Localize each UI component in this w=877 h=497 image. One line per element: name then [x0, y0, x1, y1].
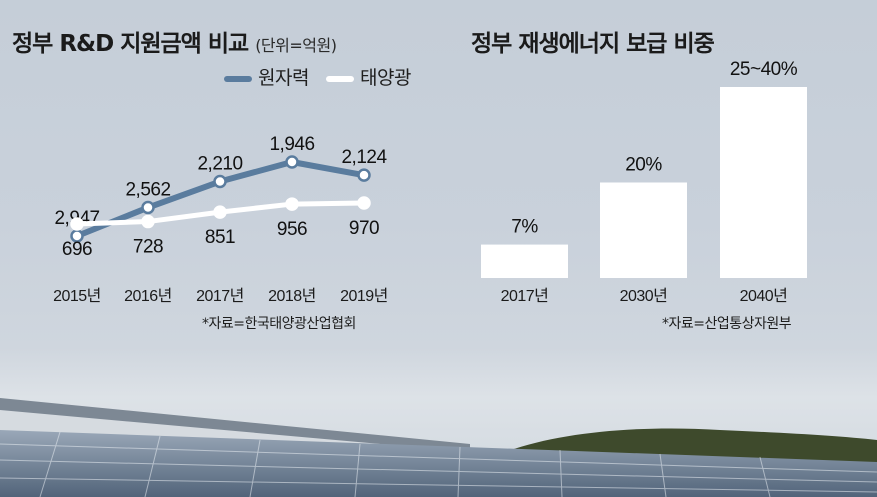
data-label-solar: 851	[205, 227, 235, 248]
line-chart-title-text: 정부 R&D 지원금액 비교	[12, 31, 249, 57]
bar-category-label: 2017년	[501, 287, 549, 305]
legend-nuclear: 원자력	[224, 63, 309, 90]
point-solar	[70, 217, 84, 231]
data-label-nuclear: 2,124	[341, 147, 387, 168]
bar-chart-title: 정부 재생에너지 보급 비중	[471, 31, 715, 57]
bar-value-label: 20%	[625, 155, 662, 176]
x-tick-label: 2018년	[268, 287, 316, 305]
legend-solar: 태양광	[326, 63, 411, 90]
point-solar	[285, 197, 299, 211]
unit-note: (단위=억원)	[255, 36, 337, 55]
x-tick-label: 2016년	[124, 287, 172, 305]
data-label-solar: 970	[349, 218, 379, 239]
point-solar	[213, 205, 227, 219]
bar	[720, 87, 807, 278]
bar-category-label: 2040년	[740, 287, 788, 305]
legend-label-nuclear: 원자력	[258, 67, 309, 89]
x-tick-label: 2017년	[196, 287, 244, 305]
legend-label-solar: 태양광	[360, 67, 411, 89]
legend-swatch-nuclear	[224, 75, 252, 82]
bar	[481, 244, 568, 278]
x-tick-label: 2019년	[340, 287, 388, 305]
legend-swatch-solar	[326, 75, 354, 82]
bar-category-label: 2030년	[620, 287, 668, 305]
data-label-nuclear: 1,946	[269, 134, 314, 155]
point-nuclear	[141, 200, 155, 215]
data-label-solar: 696	[62, 239, 92, 260]
point-nuclear	[285, 155, 299, 169]
point-solar	[141, 214, 155, 229]
line-chart-title: 정부 R&D 지원금액 비교 (단위=억원)	[12, 24, 337, 58]
point-nuclear	[213, 174, 227, 189]
x-tick-label: 2015년	[53, 287, 101, 305]
data-label-nuclear: 2,210	[197, 154, 242, 175]
line-chart-source: *자료=한국태양광산업협회	[202, 316, 356, 332]
bar-value-label: 25~40%	[730, 59, 798, 80]
point-nuclear	[357, 168, 371, 182]
bar-chart-source: *자료=산업통상자원부	[662, 316, 792, 332]
data-label-solar: 956	[277, 219, 307, 240]
bar-value-label: 7%	[511, 217, 538, 238]
bar	[600, 182, 687, 278]
data-label-solar: 728	[133, 237, 163, 258]
point-solar	[357, 196, 371, 210]
data-label-nuclear: 2,562	[125, 180, 170, 201]
